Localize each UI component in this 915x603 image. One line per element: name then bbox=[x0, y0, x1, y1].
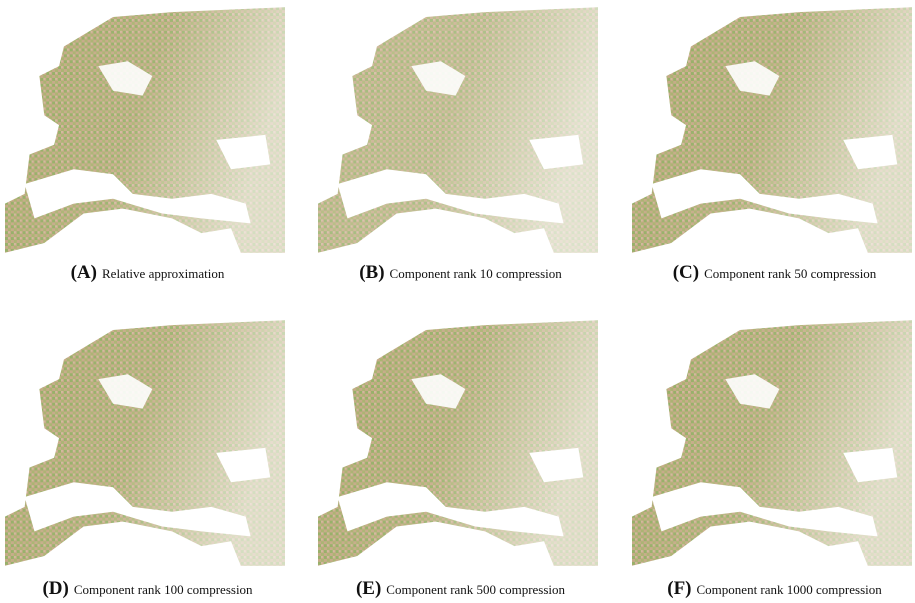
panel-label: (D) bbox=[42, 578, 68, 599]
map-image bbox=[318, 5, 598, 255]
caption-text: Component rank 10 compression bbox=[390, 266, 562, 281]
map-image bbox=[5, 318, 285, 568]
map bbox=[632, 7, 912, 253]
caption: (A) Relative approximation bbox=[5, 262, 290, 284]
map bbox=[5, 7, 285, 253]
caption-text: Component rank 500 compression bbox=[386, 582, 565, 597]
panel-label: (B) bbox=[359, 262, 384, 283]
caption: (F) Component rank 1000 compression bbox=[632, 578, 915, 600]
map-image bbox=[632, 318, 912, 568]
caption-text: Component rank 100 compression bbox=[74, 582, 253, 597]
panel-label: (E) bbox=[356, 578, 381, 599]
caption: (D) Component rank 100 compression bbox=[5, 578, 290, 600]
map-image bbox=[632, 5, 912, 255]
panel-label: (A) bbox=[71, 262, 97, 283]
panel-label: (C) bbox=[673, 262, 699, 283]
map bbox=[5, 320, 285, 566]
caption-text: Relative approximation bbox=[102, 266, 224, 281]
map bbox=[318, 7, 598, 253]
map-image bbox=[318, 318, 598, 568]
caption-text: Component rank 50 compression bbox=[704, 266, 876, 281]
caption: (E) Component rank 500 compression bbox=[318, 578, 603, 600]
panel-label: (F) bbox=[667, 578, 691, 599]
figure: (A) Relative approximation (B) Component ra… bbox=[0, 0, 915, 603]
caption: (C) Component rank 50 compression bbox=[632, 262, 915, 284]
map bbox=[632, 320, 912, 566]
map bbox=[318, 320, 598, 566]
caption-text: Component rank 1000 compression bbox=[697, 582, 882, 597]
map-image bbox=[5, 5, 285, 255]
caption: (B) Component rank 10 compression bbox=[318, 262, 603, 284]
